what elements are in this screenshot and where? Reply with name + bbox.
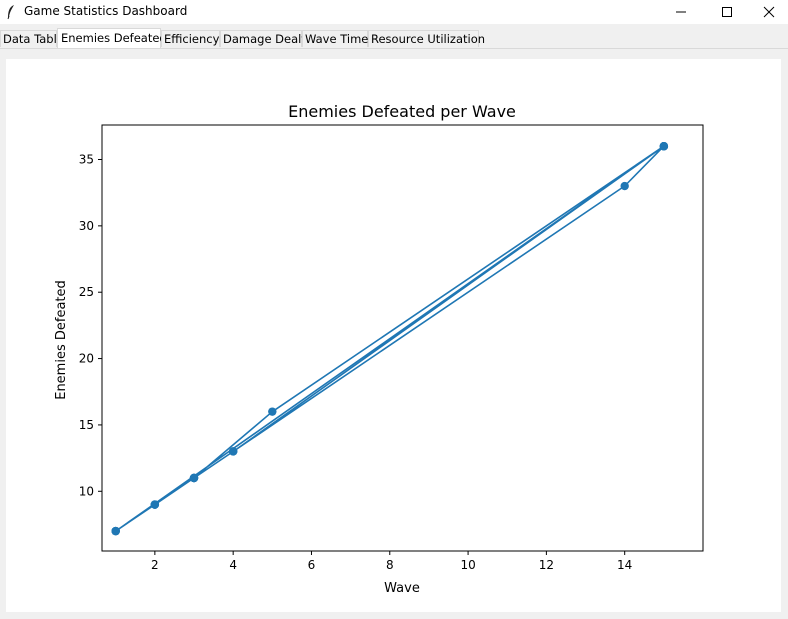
y-tick-label: 35 [79,153,94,167]
x-tick-label: 4 [229,558,237,572]
y-tick-label: 20 [79,352,94,366]
y-tick-label: 25 [79,285,94,299]
maximize-button[interactable] [704,0,750,24]
y-axis-label: Enemies Defeated [54,280,69,400]
window-title: Game Statistics Dashboard [24,4,188,18]
feather-icon [7,5,14,20]
data-point [150,500,160,509]
data-point [659,142,669,151]
tab-bar: Data Table Enemies Defeated Efficiency D… [0,28,788,49]
minimize-icon [676,11,686,13]
maximize-icon [722,7,732,17]
x-tick-label: 12 [539,558,554,572]
x-tick-label: 14 [617,558,632,572]
title-bar: Game Statistics Dashboard [0,0,788,24]
y-tick-label: 15 [79,418,94,432]
y-tick-label: 30 [79,219,94,233]
data-point [111,526,120,536]
x-axis-label: Wave [384,581,420,596]
minimize-button[interactable] [658,0,704,24]
x-tick-label: 2 [151,558,159,572]
plot-area: 2 4 6 8 10 12 14 10 15 20 25 30 35 [79,124,704,572]
close-button[interactable] [746,0,788,24]
tab-wave-time[interactable]: Wave Time [302,30,368,47]
x-tick-label: 8 [386,558,394,572]
tab-enemies-defeated[interactable]: Enemies Defeated [57,28,167,48]
close-icon [763,6,775,18]
chart-title: Enemies Defeated per Wave [288,102,516,121]
y-tick-label: 10 [79,484,94,498]
data-point [228,447,238,456]
tab-damage-dealt[interactable]: Damage Dealt [220,30,306,47]
x-tick-label: 10 [460,558,475,572]
data-point [189,473,199,483]
axes-frame [101,124,704,552]
enemies-defeated-chart: Enemies Defeated per Wave 2 4 6 8 10 12 14 10 15… [54,102,704,596]
tab-efficiency[interactable]: Efficiency [161,30,220,47]
tab-resource-utilization[interactable]: Resource Utilization [368,30,485,47]
tab-data-table[interactable]: Data Table [0,30,64,47]
data-point [268,407,277,416]
data-point [620,181,629,191]
x-tick-label: 6 [308,558,316,572]
chart-panel: Enemies Defeated per Wave 2 4 6 8 10 12 14 10 15… [6,59,781,612]
